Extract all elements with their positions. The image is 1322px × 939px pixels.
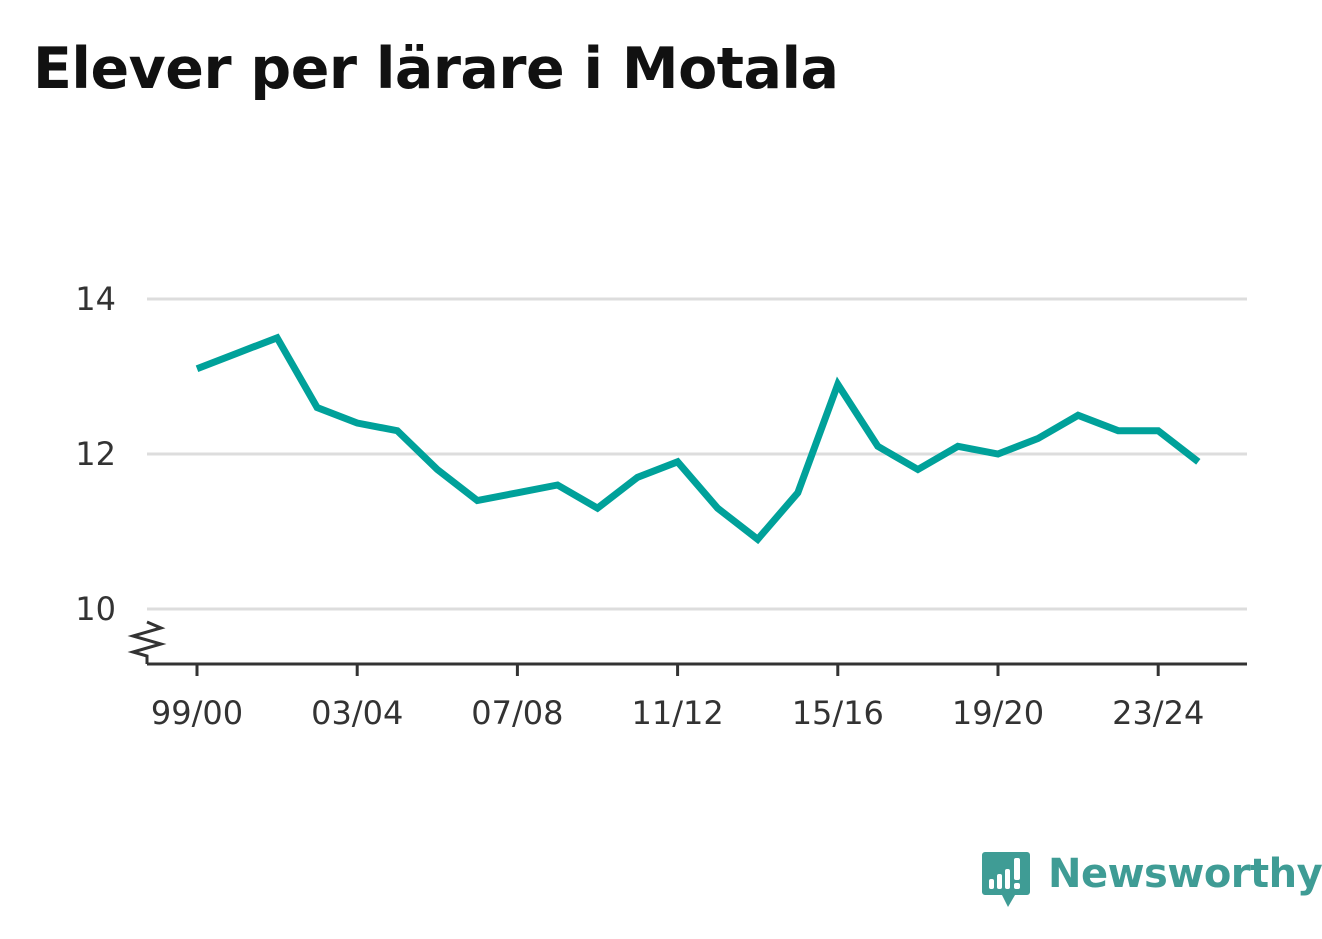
x-tick-label-99-00: 99/00 bbox=[151, 694, 243, 732]
x-axis: 99/00 03/04 07/08 11/12 15/16 19/20 23/24 bbox=[127, 620, 1247, 732]
y-axis-break bbox=[127, 620, 167, 664]
y-tick-label-12: 12 bbox=[75, 435, 116, 473]
gridlines bbox=[147, 297, 1247, 611]
y-tick-label-10: 10 bbox=[75, 590, 116, 628]
chart-title: Elever per lärare i Motala bbox=[33, 36, 839, 102]
x-tick-label-11-12: 11/12 bbox=[631, 694, 723, 732]
brand-name: Newsworthy bbox=[1048, 851, 1322, 897]
x-tick-label-07-08: 07/08 bbox=[471, 694, 563, 732]
series-group bbox=[195, 333, 1201, 545]
y-tick-label-14: 14 bbox=[75, 280, 116, 318]
newsworthy-logo-icon bbox=[982, 852, 1030, 907]
series-line bbox=[195, 333, 1201, 545]
x-tick-label-23-24: 23/24 bbox=[1112, 694, 1204, 732]
x-tick-label-03-04: 03/04 bbox=[311, 694, 403, 732]
y-axis-ticks: 10 12 14 bbox=[75, 280, 116, 628]
x-tick-label-19-20: 19/20 bbox=[952, 694, 1044, 732]
x-tick-label-15-16: 15/16 bbox=[792, 694, 884, 732]
